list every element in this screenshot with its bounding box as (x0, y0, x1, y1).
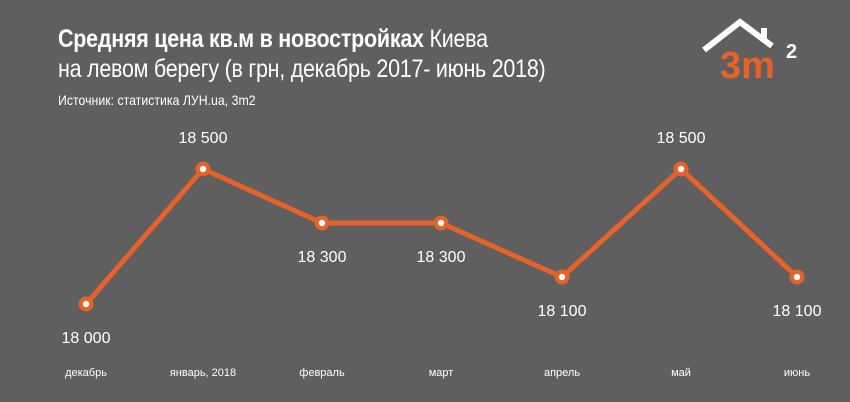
chart-title: Средняя цена кв.м в новостройках Киева н… (58, 24, 546, 84)
x-tick-label: март (429, 367, 454, 379)
data-label: 18 300 (417, 249, 466, 266)
x-tick-label: май (671, 367, 691, 379)
data-label: 18 300 (298, 249, 347, 266)
data-point-center (318, 219, 326, 227)
data-point-center (82, 300, 90, 308)
data-point-center (677, 165, 685, 173)
source-note: Источник: статистика ЛУН.ua, 3m2 (58, 92, 256, 108)
x-tick-label: апрель (544, 367, 580, 379)
logo-superscript: 2 (786, 41, 797, 63)
logo-text: 3m (720, 45, 775, 86)
logo-3m2: 3m 2 (702, 18, 797, 86)
series-line (83, 166, 800, 307)
house-roof-icon (702, 18, 774, 53)
data-label: 18 500 (179, 130, 228, 147)
data-point-center (437, 219, 445, 227)
data-point-center (558, 273, 566, 281)
x-tick-label: декабрь (65, 367, 107, 379)
data-label: 18 000 (62, 330, 111, 347)
x-tick-label: январь, 2018 (170, 367, 236, 379)
x-tick-label: февраль (299, 367, 345, 379)
data-label: 18 100 (773, 303, 822, 320)
data-label: 18 500 (657, 130, 706, 147)
data-label: 18 100 (538, 303, 587, 320)
data-point-center (793, 273, 801, 281)
title-line-2: на левом берегу (в грн, декабрь 2017- ию… (58, 55, 546, 83)
title-bold: Средняя цена кв.м в новостройках (58, 25, 424, 53)
x-tick-label: июнь (784, 367, 810, 379)
data-point-center (199, 165, 207, 173)
title-regular: Киева (423, 25, 488, 53)
